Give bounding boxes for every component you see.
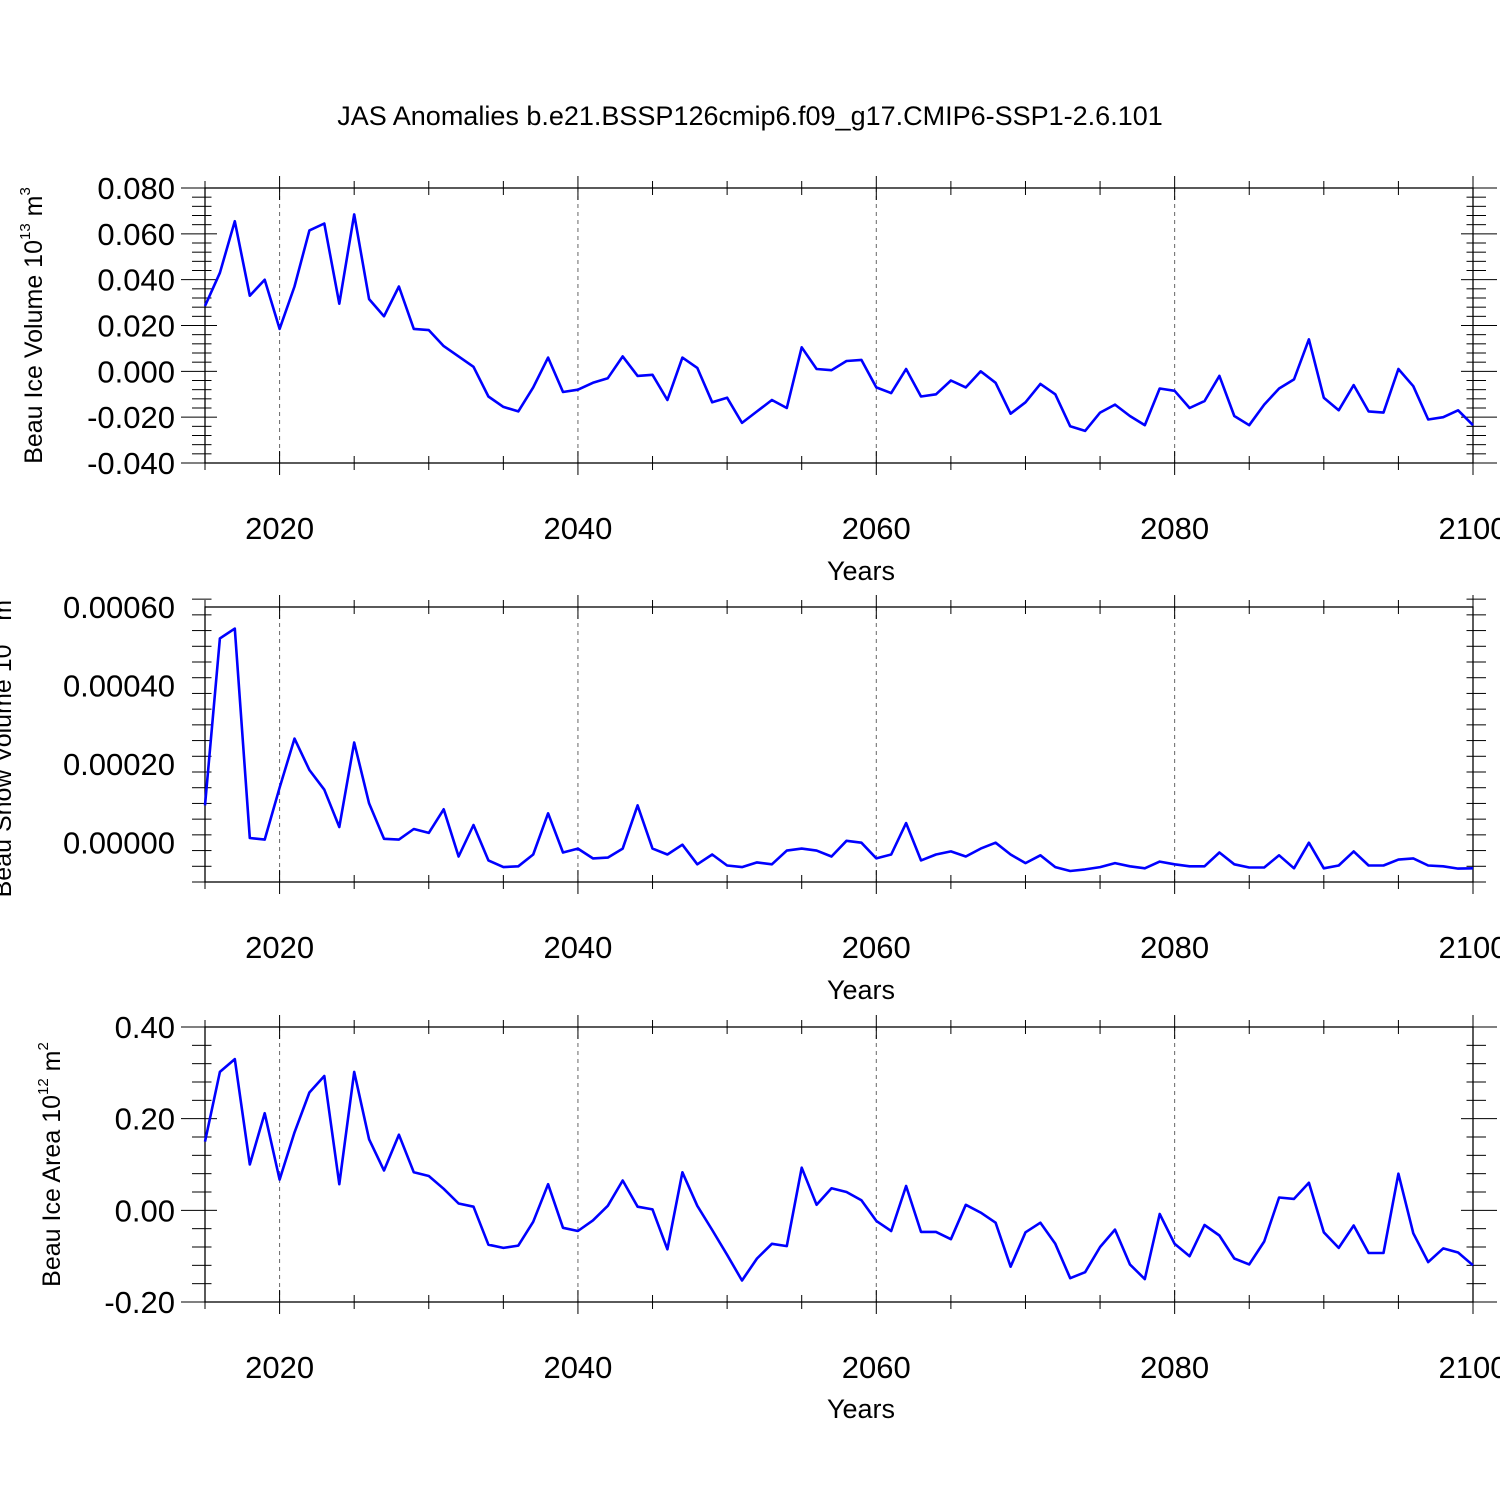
x-tick-label: 2100 <box>1439 1350 1500 1385</box>
y-axis-label-text: Beau Ice Volume 10 <box>20 240 48 464</box>
y-tick-label: -0.20 <box>104 1285 175 1320</box>
x-tick-label: 2060 <box>842 511 911 546</box>
y-tick-label: -0.020 <box>87 400 175 435</box>
y-tick-label: 0.020 <box>97 309 175 344</box>
y-axis-label-text: m <box>0 600 17 628</box>
y-axis-label-superscript: 13 <box>0 628 3 645</box>
y-axis-label-superscript: 13 <box>17 223 34 240</box>
y-tick-label: 0.00040 <box>63 669 175 704</box>
x-tick-label: 2020 <box>245 1350 314 1385</box>
x-tick-label: 2080 <box>1140 1350 1209 1385</box>
plot-frame <box>204 187 1474 464</box>
chart-panel-2: 2020 2040 2060 2080 2100 0.00000 0.00020 0.0004… <box>0 590 1500 1005</box>
chart-panels: 2020 2040 2060 2080 2100 -0.040 -0.020 0.000 0.0… <box>0 171 1500 1424</box>
data-series-line <box>203 627 1474 873</box>
x-tick-label: 2040 <box>543 930 612 965</box>
x-tick-label: 2100 <box>1439 930 1500 965</box>
data-series-line <box>203 213 1474 433</box>
y-axis-label-text: Beau Ice Area 10 <box>38 1095 66 1287</box>
x-axis-label: Years <box>827 1394 895 1424</box>
x-tick-label: 2060 <box>842 930 911 965</box>
x-tick-label: 2100 <box>1439 511 1500 546</box>
y-axis-label: Beau Snow Volume 1013 m3 <box>0 592 17 898</box>
figure-title: JAS Anomalies b.e21.BSSP126cmip6.f09_g17… <box>337 101 1163 131</box>
y-axis-label: Beau Ice Area 1012 m2 <box>35 1042 66 1287</box>
y-axis-label: Beau Ice Volume 1013 m3 <box>17 187 48 464</box>
y-axis-label-superscript: 3 <box>17 187 34 195</box>
y-tick-label: -0.040 <box>87 446 175 481</box>
y-tick-label: 0.00020 <box>63 747 175 782</box>
x-tick-label: 2040 <box>543 1350 612 1385</box>
data-series-line <box>203 1057 1474 1282</box>
x-tick-label: 2020 <box>245 930 314 965</box>
x-axis-label: Years <box>827 975 895 1005</box>
y-tick-label: 0.060 <box>97 217 175 252</box>
x-tick-label: 2080 <box>1140 511 1209 546</box>
plot-frame <box>204 1026 1474 1303</box>
x-axis-label: Years <box>827 556 895 586</box>
chart-panel-1: 2020 2040 2060 2080 2100 -0.040 -0.020 0.000 0.0… <box>17 171 1500 586</box>
y-axis-label-superscript: 2 <box>35 1042 52 1050</box>
y-tick-label: 0.040 <box>97 263 175 298</box>
y-axis-label-text: m <box>38 1051 66 1079</box>
x-tick-label: 2060 <box>842 1350 911 1385</box>
plot-frame <box>204 606 1474 883</box>
y-axis-label-text: m <box>20 196 48 224</box>
y-tick-label: 0.080 <box>97 171 175 206</box>
y-axis-label-superscript: 12 <box>35 1078 52 1095</box>
y-tick-label: 0.40 <box>115 1010 175 1045</box>
x-tick-label: 2080 <box>1140 930 1209 965</box>
y-tick-label: 0.000 <box>97 354 175 389</box>
y-tick-label: 0.00060 <box>63 590 175 625</box>
x-tick-label: 2020 <box>245 511 314 546</box>
y-tick-label: 0.00 <box>115 1193 175 1228</box>
chart-panel-3: 2020 2040 2060 2080 2100 -0.20 0.00 0.20 0.40 Yea… <box>35 1010 1500 1424</box>
y-tick-label: 0.00000 <box>63 826 175 861</box>
x-tick-label: 2040 <box>543 511 612 546</box>
y-axis-label-superscript: 3 <box>0 592 3 600</box>
y-axis-label-text: Beau Snow Volume 10 <box>0 644 17 897</box>
y-tick-label: 0.20 <box>115 1102 175 1137</box>
